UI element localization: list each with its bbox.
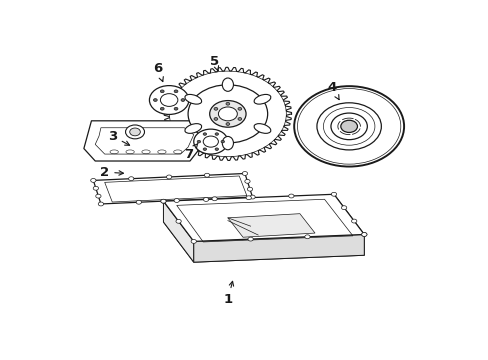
- Circle shape: [294, 86, 403, 167]
- Circle shape: [340, 120, 357, 132]
- Circle shape: [242, 172, 247, 175]
- Circle shape: [316, 103, 381, 150]
- Circle shape: [330, 113, 366, 140]
- Circle shape: [341, 206, 346, 210]
- Ellipse shape: [184, 123, 201, 133]
- Circle shape: [203, 198, 208, 201]
- Circle shape: [153, 99, 157, 102]
- Circle shape: [218, 107, 237, 121]
- Circle shape: [149, 86, 188, 114]
- Ellipse shape: [222, 136, 233, 150]
- Ellipse shape: [222, 78, 233, 91]
- Polygon shape: [163, 215, 364, 262]
- Circle shape: [176, 219, 181, 223]
- Circle shape: [166, 175, 171, 179]
- Circle shape: [174, 107, 178, 110]
- Ellipse shape: [184, 94, 201, 104]
- Text: 5: 5: [210, 55, 219, 71]
- Circle shape: [225, 102, 229, 105]
- Circle shape: [351, 219, 356, 223]
- Text: 4: 4: [327, 81, 339, 100]
- Text: 6: 6: [153, 62, 163, 82]
- Circle shape: [249, 195, 255, 199]
- Polygon shape: [163, 194, 364, 242]
- Circle shape: [125, 125, 144, 139]
- Text: 3: 3: [107, 130, 129, 145]
- Circle shape: [221, 140, 224, 143]
- Circle shape: [238, 118, 241, 120]
- Circle shape: [245, 196, 251, 200]
- Circle shape: [215, 133, 218, 135]
- Circle shape: [331, 192, 336, 196]
- Circle shape: [203, 133, 206, 135]
- Circle shape: [238, 107, 241, 110]
- Polygon shape: [163, 201, 193, 262]
- Circle shape: [209, 100, 245, 127]
- Circle shape: [96, 194, 101, 198]
- Circle shape: [160, 107, 164, 110]
- Circle shape: [136, 200, 141, 204]
- Circle shape: [361, 233, 366, 237]
- Circle shape: [98, 202, 103, 206]
- Ellipse shape: [254, 94, 270, 104]
- Circle shape: [129, 128, 140, 136]
- Circle shape: [93, 186, 98, 190]
- Polygon shape: [227, 214, 314, 237]
- Polygon shape: [84, 121, 205, 161]
- Circle shape: [174, 199, 179, 202]
- Circle shape: [191, 239, 196, 243]
- Circle shape: [225, 123, 229, 125]
- Circle shape: [160, 94, 178, 107]
- Circle shape: [161, 199, 166, 203]
- Circle shape: [204, 173, 209, 177]
- Circle shape: [90, 179, 96, 183]
- Circle shape: [203, 148, 206, 150]
- Polygon shape: [93, 174, 252, 204]
- Circle shape: [197, 140, 200, 143]
- Circle shape: [128, 177, 134, 181]
- Circle shape: [161, 199, 166, 203]
- Circle shape: [361, 233, 366, 237]
- Ellipse shape: [254, 123, 270, 133]
- Circle shape: [188, 85, 267, 143]
- Text: 2: 2: [100, 166, 123, 179]
- Circle shape: [214, 107, 217, 110]
- Circle shape: [214, 118, 217, 120]
- Circle shape: [288, 194, 293, 198]
- Circle shape: [247, 237, 253, 241]
- Circle shape: [160, 90, 164, 93]
- Circle shape: [164, 67, 291, 161]
- Circle shape: [211, 197, 217, 201]
- Polygon shape: [193, 234, 364, 262]
- Circle shape: [203, 136, 218, 147]
- Circle shape: [247, 187, 252, 191]
- Circle shape: [304, 235, 309, 239]
- Circle shape: [215, 148, 218, 150]
- Circle shape: [244, 179, 249, 183]
- Circle shape: [193, 129, 227, 154]
- Circle shape: [174, 90, 178, 93]
- Polygon shape: [333, 194, 364, 255]
- Text: 7: 7: [184, 143, 198, 161]
- Circle shape: [181, 99, 184, 102]
- Text: 1: 1: [223, 281, 233, 306]
